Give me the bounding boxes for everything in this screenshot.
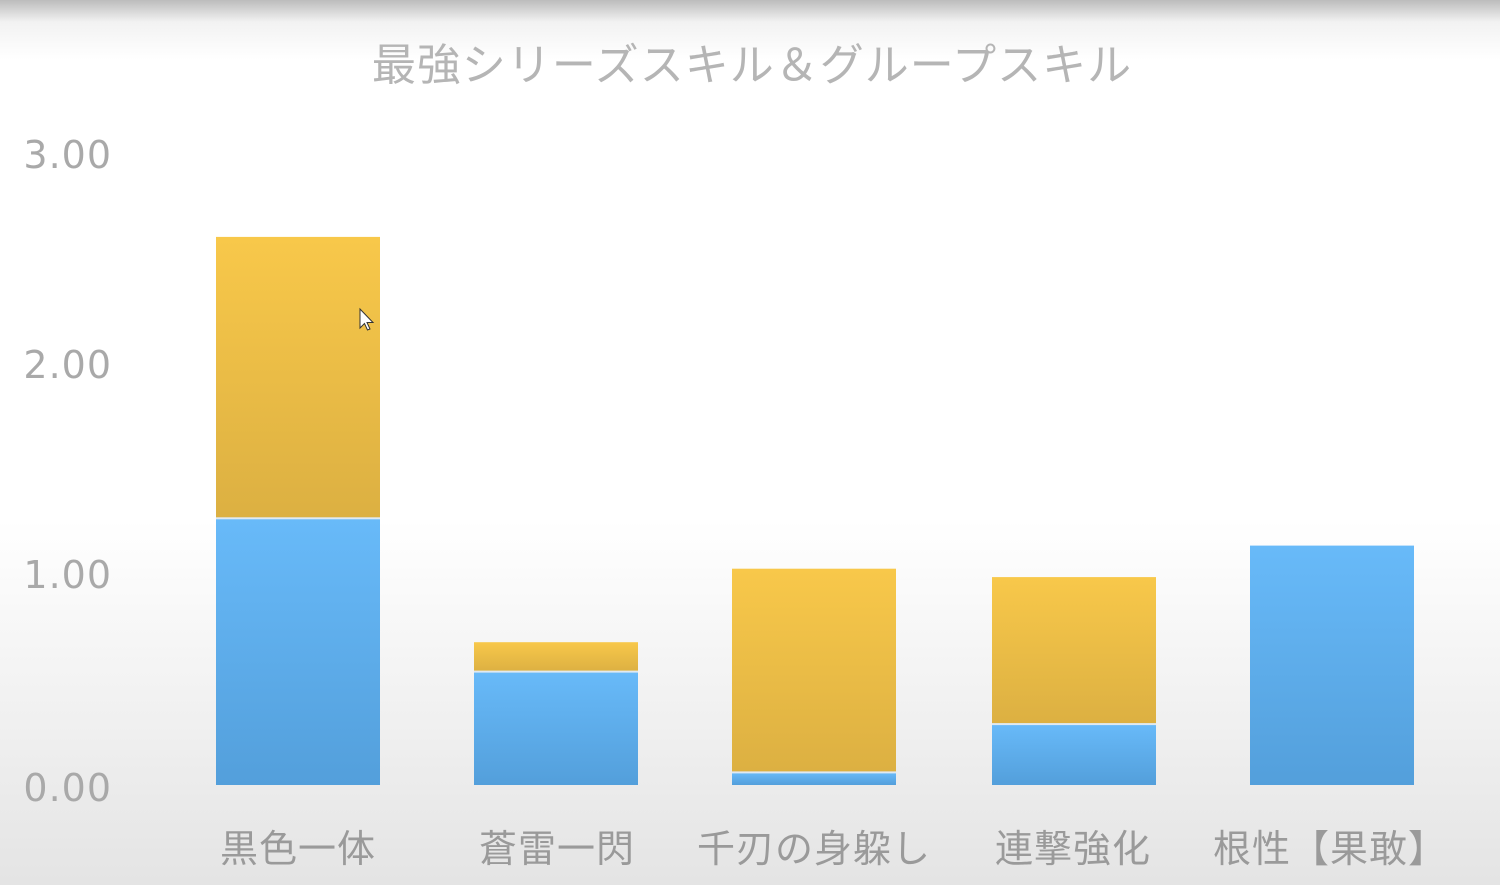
bar-segment-blue [474,671,638,785]
y-tick-label: 0.00 [23,766,112,810]
bar-segment-yellow [992,577,1156,725]
x-tick-label: 連撃強化 [995,827,1151,871]
segment-divider [732,771,896,774]
y-axis: 0.00 1.00 2.00 3.00 [23,133,112,810]
bar-segment-blue [216,518,380,785]
bar-segment-blue [732,772,896,785]
bar-group [216,236,1414,785]
bar-segment-yellow [732,568,896,773]
segment-divider [474,670,638,673]
x-tick-label: 千刃の身躱し [697,827,931,871]
bar-segment-blue [1250,545,1414,785]
y-tick-label: 1.00 [23,553,112,597]
segment-divider [216,517,380,520]
segment-divider [992,723,1156,726]
x-tick-label: 根性【果敢】 [1213,827,1447,871]
y-tick-label: 2.00 [23,343,112,387]
x-axis: 黒色一体 蒼雷一閃 千刃の身躱し 連撃強化 根性【果敢】 [220,827,1447,871]
mouse-cursor-icon [359,307,375,331]
x-tick-label: 蒼雷一閃 [479,827,635,871]
y-tick-label: 3.00 [23,133,112,177]
chart-title: 最強シリーズスキル＆グループスキル [372,40,1132,91]
bar-segment-yellow [216,236,380,519]
bar-segment-yellow [474,642,638,672]
bar-segment-blue [992,724,1156,785]
x-tick-label: 黒色一体 [220,827,376,871]
